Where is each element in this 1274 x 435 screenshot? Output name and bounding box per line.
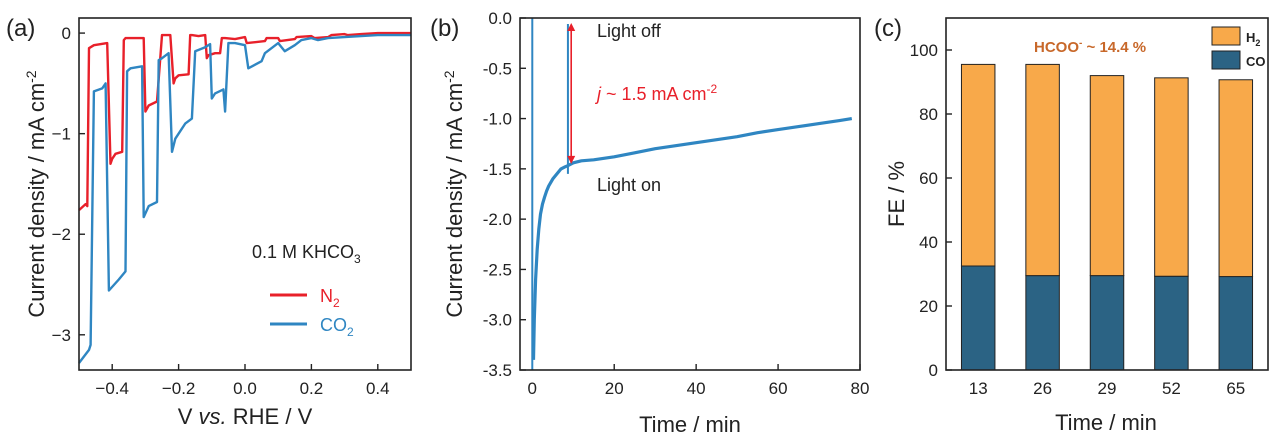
panel-a-ytick-label: 0 [62,24,71,43]
photocurrent-label: j ~ 1.5 mA cm-2 [594,82,718,104]
panel-c-xtick-label: 26 [1033,379,1052,398]
panel-a-xtick-label: −0.2 [162,379,196,398]
panel-b-ytick-label: -2.0 [483,210,512,229]
panel-b-xtick-label: 40 [687,379,706,398]
panel-a-xlabel: V vs. RHE / V [178,404,313,429]
panel-a-label: (a) [6,15,35,42]
panel-c-xtick-label: 29 [1098,379,1117,398]
panel-c: (c) 0 20 40 60 80 100 13 26 29 52 65 FE / % Time /… [874,15,1269,435]
series-line-photocurrent [531,117,853,360]
panel-a-xtick-label: −0.4 [95,379,129,398]
panel-a-ticks: −0.4 −0.2 0.0 0.2 0.4 0 −1 −2 −3 [52,24,390,398]
panel-b-xtick-label: 20 [605,379,624,398]
panel-b-xtick-label: 80 [851,379,870,398]
panel-b-xlabel: Time / min [639,412,741,435]
panel-a-ytick-label: −1 [52,125,71,144]
panel-c-label: (c) [874,15,902,42]
panel-b-xtick-label: 60 [769,379,788,398]
panel-a-annotation: 0.1 M KHCO3 [252,242,361,266]
legend-h2-swatch [1211,26,1241,46]
legend-co2-label: CO2 [320,315,354,339]
panel-c-xlabel: Time / min [1055,410,1157,435]
panel-a: (a) −0.4 −0.2 0.0 0.2 0.4 0 −1 −2 −3 Current den… [6,15,412,429]
bar-h2-26 [1025,63,1060,277]
bar-h2-29 [1089,75,1125,277]
bar-co-26 [1025,275,1060,371]
panel-a-xtick-label: 0.0 [233,379,257,398]
panel-c-bars [960,63,1254,371]
panel-b-ytick-label: -3.5 [483,361,512,380]
panel-c-ytick-label: 40 [919,233,938,252]
panel-c-ylabel: FE / % [884,161,909,227]
panel-b-ytick-label: -2.5 [483,260,512,279]
panel-c-ytick-label: 0 [929,361,938,380]
panel-c-legend: H2 CO [1211,26,1266,70]
panel-a-xtick-label: 0.2 [300,379,324,398]
panel-a-ylabel: Current density / mA cm-2 [23,70,49,317]
panel-b-ytick-label: -0.5 [483,59,512,78]
panel-b-lines [531,18,853,370]
panel-b-label: (b) [430,15,459,42]
light-on-label: Light on [597,175,661,195]
panel-c-xtick-label: 13 [969,379,988,398]
panel-a-ytick-label: −3 [52,326,71,345]
bar-co-13 [960,265,996,371]
panel-c-ticks: 0 20 40 60 80 100 13 26 29 52 65 [910,41,1246,398]
bar-h2-52 [1154,77,1189,277]
panel-b-ytick-label: -3.0 [483,311,512,330]
bar-co-65 [1218,276,1254,371]
legend-co-swatch [1211,50,1241,70]
panel-c-ytick-label: 20 [919,297,938,316]
panel-a-lines [78,31,411,364]
panel-a-xtick-label: 0.4 [366,379,390,398]
series-line-n2 [78,31,411,211]
bar-co-29 [1089,275,1125,371]
panel-c-ytick-label: 60 [919,169,938,188]
panel-a-ytick-label: −2 [52,225,71,244]
bar-h2-13 [960,63,996,267]
bar-co-52 [1154,275,1189,371]
panel-b-ytick-label: 0.0 [488,9,512,28]
panel-a-frame [78,17,412,371]
formate-annotation: HCOO- ~ 14.4 % [1034,38,1146,56]
panel-c-xtick-label: 52 [1162,379,1181,398]
panel-b-ytick-label: -1.0 [483,110,512,129]
legend-n2-label: N2 [320,286,340,310]
panel-b-frame [519,17,861,371]
panel-a-legend: N2 CO2 [270,286,354,339]
arrow-head-up [567,23,576,32]
panel-c-frame [945,17,1269,371]
bar-h2-65 [1218,79,1254,278]
panel-b-ylabel: Current density / mA cm-2 [441,70,467,317]
panel-c-ytick-label: 80 [919,105,938,124]
series-line-co2 [78,33,411,364]
legend-co-label: CO [1246,54,1266,69]
panel-b-xtick-label: 0 [528,379,537,398]
panel-c-xtick-label: 65 [1226,379,1245,398]
panel-b-ytick-label: -1.5 [483,160,512,179]
light-off-label: Light off [597,21,662,41]
panel-b: (b) 0 20 40 60 80 0.0 -0.5 -1.0 -1.5 -2.0 -2.5 -3.0… [430,9,869,435]
light-current-arrow [567,23,576,164]
panel-b-ticks: 0 20 40 60 80 0.0 -0.5 -1.0 -1.5 -2.0 -2.5 -3.0 -3.5 [483,9,870,398]
legend-h2-label: H2 [1246,30,1260,48]
panel-c-ytick-label: 100 [910,41,938,60]
arrow-head-down [567,155,576,164]
